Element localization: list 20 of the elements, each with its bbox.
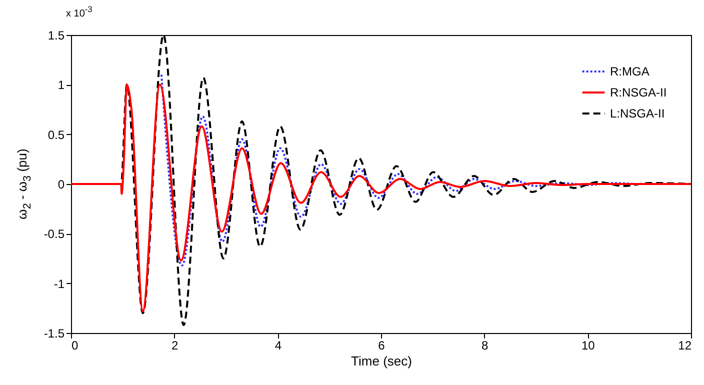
x-tick-label: 6 xyxy=(378,338,386,352)
x-tick-label: 12 xyxy=(678,338,692,352)
legend-label: R:MGA xyxy=(610,64,650,78)
y-tick-label: 1.5 xyxy=(48,28,65,42)
x-tick-label: 4 xyxy=(274,338,282,352)
legend-label: L:NSGA-II xyxy=(610,106,665,120)
x-tick-label: 2 xyxy=(171,338,178,352)
y-tick-label: 0 xyxy=(58,178,65,192)
x-tick-label: 10 xyxy=(581,338,596,352)
x-axis-title: Time (sec) xyxy=(351,354,412,368)
y-tick-label: -1 xyxy=(54,276,65,291)
y-tick-label: -0.5 xyxy=(44,227,65,242)
y-tick-label: 0.5 xyxy=(48,128,65,142)
text: x 10$^{-3}$ xyxy=(66,4,92,20)
legend-label: R:NSGA-II xyxy=(610,86,667,100)
line-series xyxy=(71,84,691,312)
y-tick-label: 1 xyxy=(58,78,65,92)
x-tick-label: 8 xyxy=(481,338,488,352)
x-tick-label: 0 xyxy=(72,338,78,352)
y-tick-label: -1.5 xyxy=(44,326,65,340)
